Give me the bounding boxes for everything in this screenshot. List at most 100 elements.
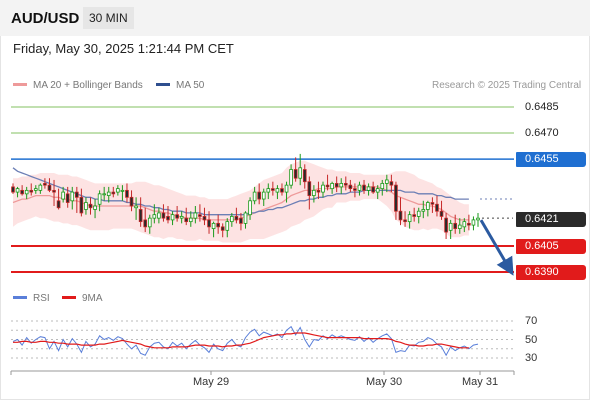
candle-body xyxy=(476,217,480,221)
symbol-title: AUD/USD xyxy=(11,10,80,27)
candle-body xyxy=(79,196,84,214)
ma50-label: MA 50 xyxy=(176,80,205,91)
candle-body xyxy=(84,202,88,210)
candle-body xyxy=(403,219,407,223)
candle-body xyxy=(239,217,243,224)
rsi-level-50: 50 xyxy=(525,334,538,346)
candle-body xyxy=(385,179,389,184)
legend-rsi-ma: 9MA xyxy=(62,293,103,304)
candle-body xyxy=(88,203,93,209)
candle-body xyxy=(371,186,375,193)
legend-ma20: MA 20 + Bollinger Bands xyxy=(13,80,143,91)
candle-body xyxy=(220,226,225,231)
candle-body xyxy=(293,169,298,179)
legend-ma50: MA 50 xyxy=(156,80,204,91)
candle-body xyxy=(29,189,34,193)
level-label-0: 0.6485 xyxy=(525,101,559,113)
timeframe-badge[interactable]: 30 MIN xyxy=(83,7,134,29)
candle-body xyxy=(138,209,143,223)
research-copyright: Research © 2025 Trading Central xyxy=(432,80,582,91)
candle-body xyxy=(106,191,111,196)
candle-body xyxy=(56,200,61,209)
candle-body xyxy=(184,217,189,223)
support-2-price-tag: 0.6390 xyxy=(516,265,586,280)
price-level-lines xyxy=(11,106,514,273)
candle-body xyxy=(97,193,102,205)
candle-body xyxy=(471,219,476,226)
candle-body xyxy=(102,193,106,196)
level-label-1: 0.6470 xyxy=(525,127,559,139)
candle-body xyxy=(435,203,439,212)
candle-body xyxy=(339,183,344,188)
pivot-price-tag: 0.6455 xyxy=(516,152,586,167)
candle-body xyxy=(161,212,166,219)
x-axis-label-may29: May 29 xyxy=(193,376,230,388)
forecast-arrow xyxy=(479,219,514,276)
candle-body xyxy=(207,219,211,228)
rsi-line xyxy=(12,325,479,357)
candle-body xyxy=(20,189,24,195)
candle-body xyxy=(307,181,312,196)
candle-body xyxy=(357,184,362,191)
candle-body xyxy=(179,216,184,219)
candle-body xyxy=(348,184,353,190)
candle-body xyxy=(93,205,97,210)
candle-body xyxy=(261,191,266,200)
candle-body xyxy=(375,188,380,193)
candle-body xyxy=(389,181,394,186)
legend-rsi: RSI xyxy=(13,293,50,304)
candle-body xyxy=(202,216,207,221)
candle-body xyxy=(43,183,47,186)
candle-body xyxy=(120,189,125,192)
candle-body xyxy=(380,183,385,190)
bollinger-band xyxy=(13,160,469,243)
candle-body xyxy=(266,188,271,193)
candle-body xyxy=(252,191,257,202)
candle-body xyxy=(412,214,416,217)
bollinger-band-area xyxy=(13,160,469,243)
candle-body xyxy=(116,188,120,193)
candle-body xyxy=(366,186,371,191)
candle-body xyxy=(444,217,448,233)
candle-body xyxy=(457,224,462,229)
candle-body xyxy=(271,188,275,191)
candle-body xyxy=(257,191,261,200)
current-price-tag: 0.6421 xyxy=(516,212,586,227)
candle-body xyxy=(230,216,234,223)
ma20-swatch xyxy=(13,82,27,86)
candlestick-series xyxy=(11,153,480,239)
candle-body xyxy=(193,212,198,219)
candle-body xyxy=(248,200,252,216)
candle-body xyxy=(330,183,334,190)
rsi-level-70: 70 xyxy=(525,315,538,327)
candle-body xyxy=(225,221,230,231)
chart-datetime: Friday, May 30, 2025 1:21:44 PM CET xyxy=(13,41,234,56)
candle-body xyxy=(52,189,56,193)
candle-body xyxy=(426,202,430,210)
candle-body xyxy=(362,184,366,191)
candle-body xyxy=(65,193,70,203)
rsi-label: RSI xyxy=(33,293,50,304)
rsi-ma-line xyxy=(13,332,469,349)
x-axis-label-may30: May 30 xyxy=(366,376,403,388)
candle-body xyxy=(61,191,65,200)
rsi-ma-label: 9MA xyxy=(82,293,103,304)
candle-body xyxy=(11,186,15,193)
candle-body xyxy=(289,169,293,186)
candle-body xyxy=(134,205,138,209)
candle-body xyxy=(316,189,321,193)
candle-body xyxy=(312,189,316,196)
candle-body xyxy=(394,184,398,212)
candle-body xyxy=(334,183,339,188)
candle-body xyxy=(111,191,116,195)
candle-body xyxy=(234,216,239,221)
candle-body xyxy=(284,184,289,193)
candle-body xyxy=(448,222,453,231)
candle-body xyxy=(430,202,435,205)
candle-body xyxy=(467,222,471,226)
candle-body xyxy=(280,188,284,193)
candle-body xyxy=(343,183,348,186)
rsi-swatch xyxy=(13,295,27,299)
candle-body xyxy=(398,210,403,221)
candle-body xyxy=(421,209,426,212)
